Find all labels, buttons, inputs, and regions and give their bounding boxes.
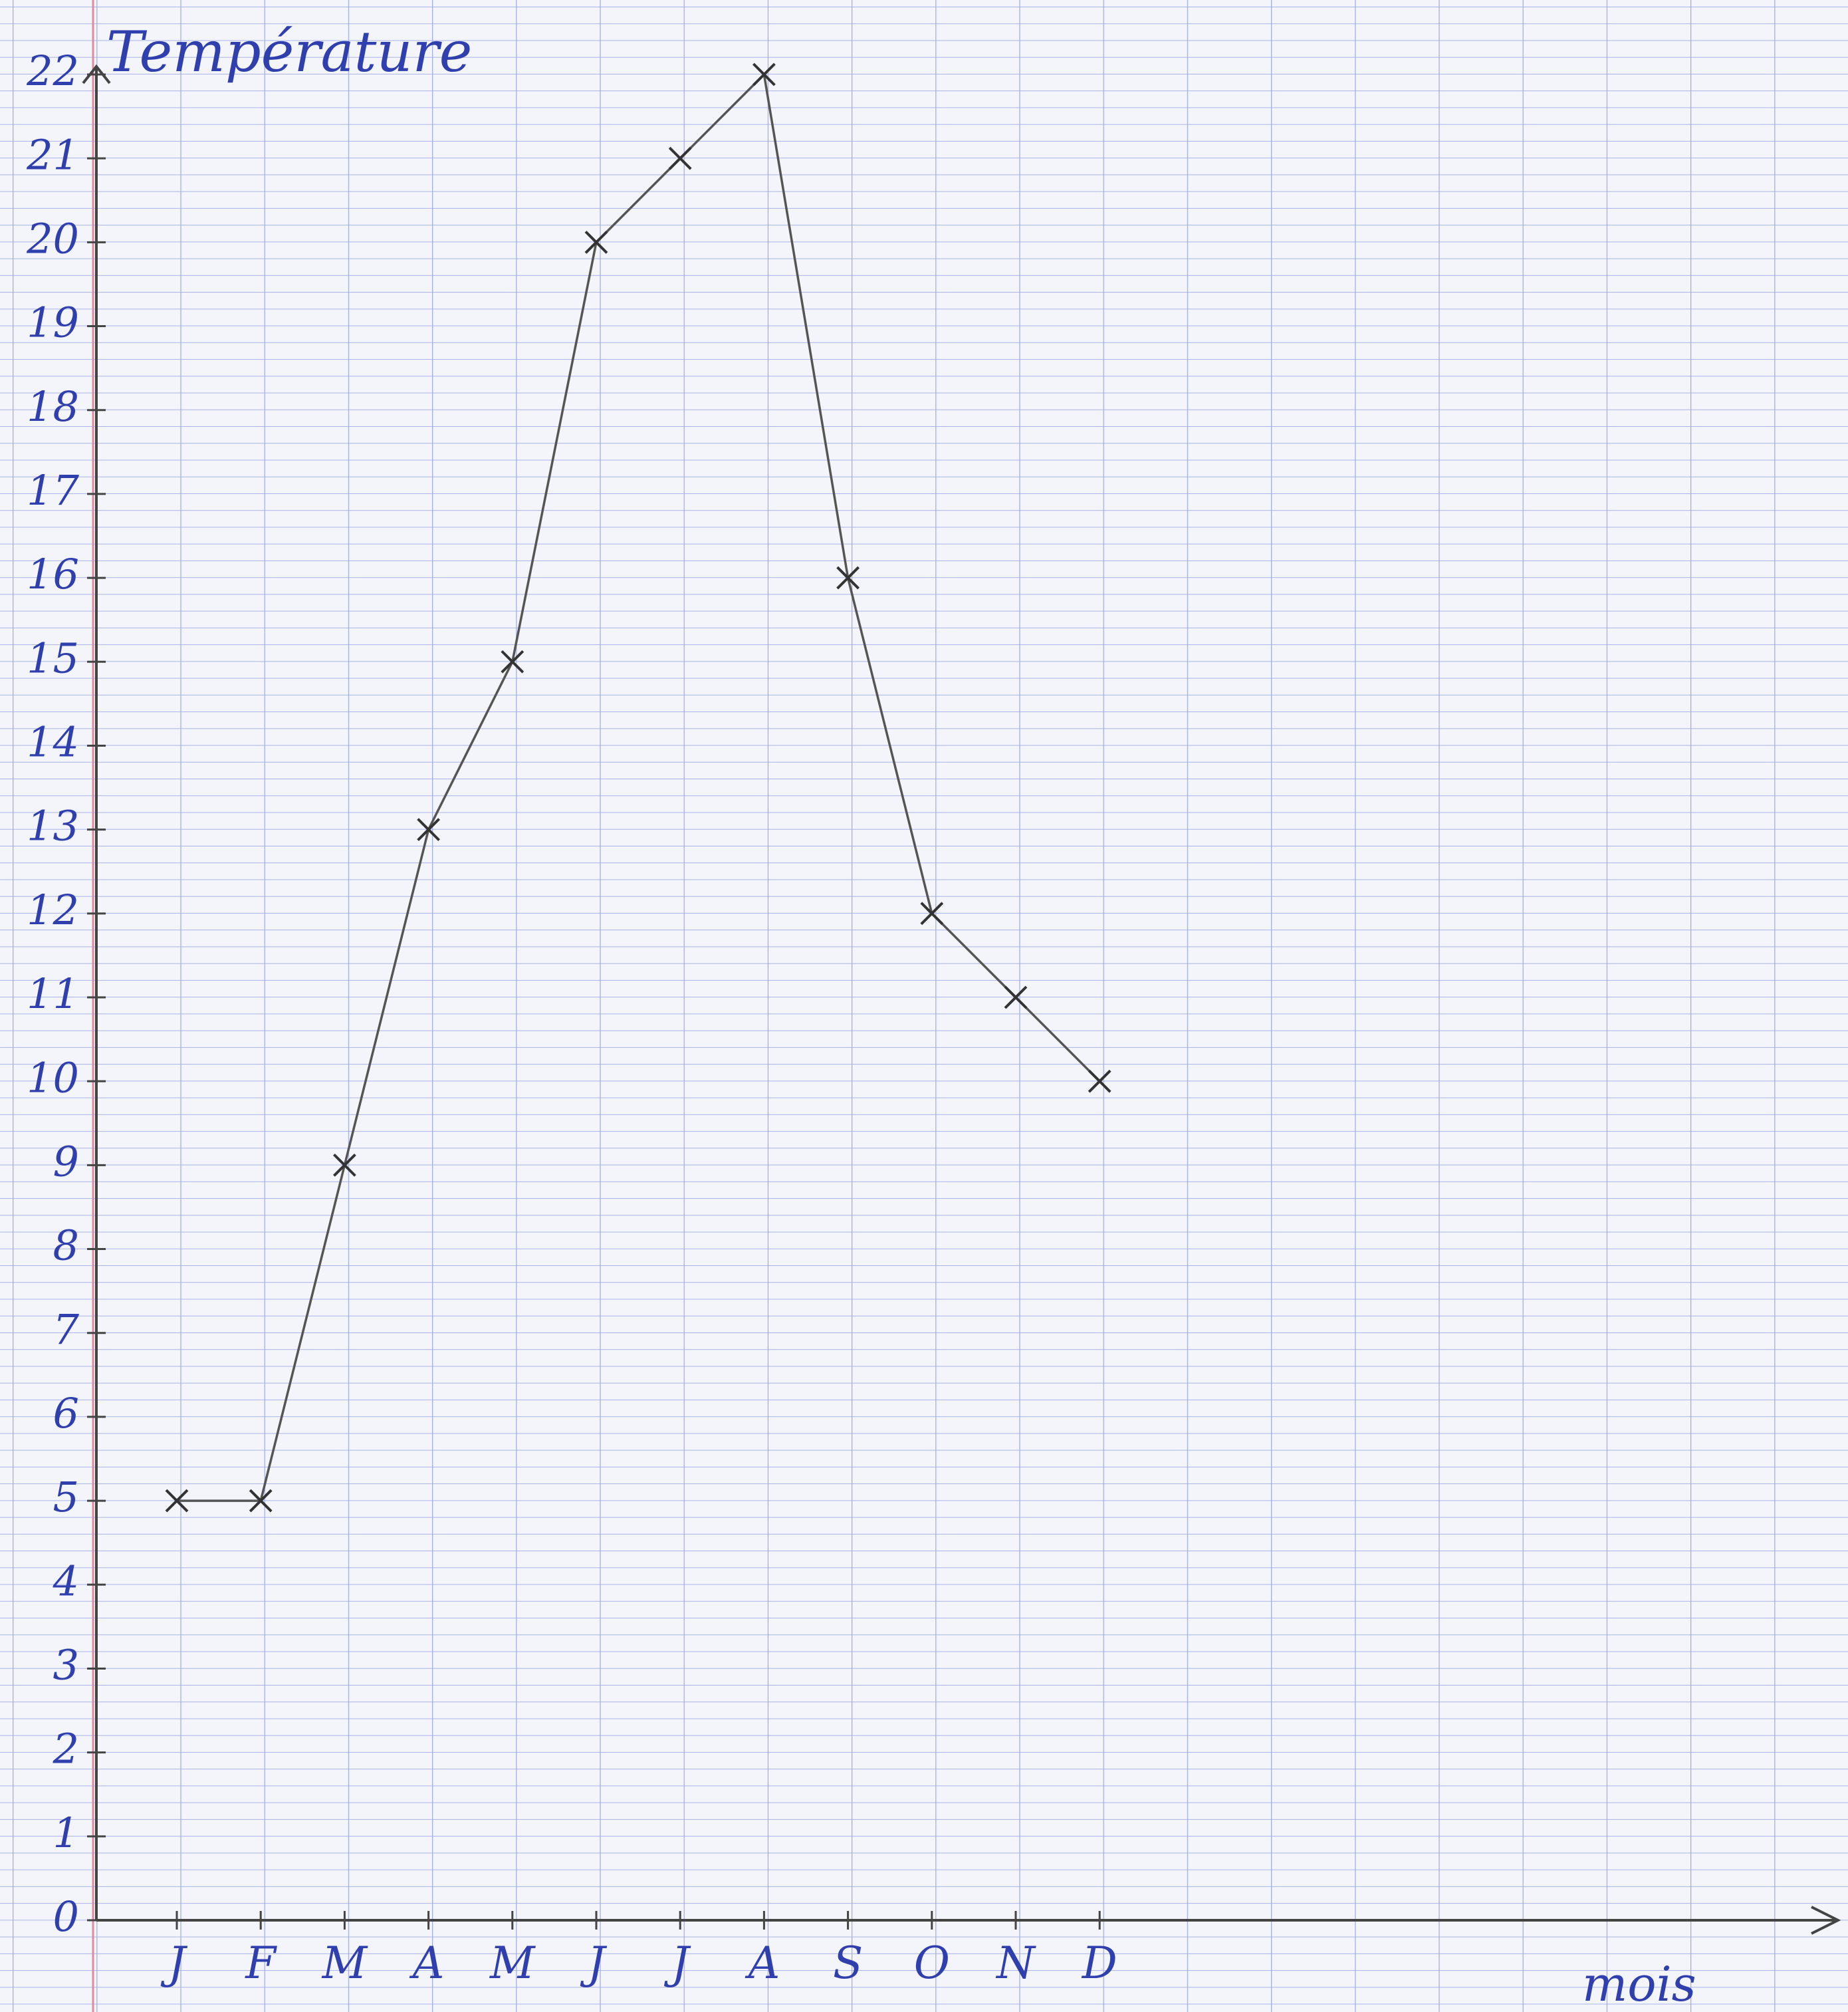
y-tick-label: 4	[53, 1557, 79, 1605]
marker	[668, 146, 692, 170]
marker	[417, 818, 441, 842]
marker	[249, 1489, 273, 1513]
y-tick-label: 8	[53, 1221, 79, 1270]
x-tick-label: M	[322, 1938, 368, 1989]
y-tick-label: 12	[27, 886, 79, 934]
y-tick-label: 3	[53, 1641, 79, 1690]
y-tick-label: 0	[53, 1892, 79, 1941]
marker	[1004, 985, 1028, 1009]
x-tick-label: S	[833, 1938, 863, 1989]
y-axis	[82, 64, 111, 1920]
x-tick-label: N	[995, 1938, 1036, 1989]
y-tick-label: 21	[26, 130, 79, 179]
marker	[920, 902, 944, 926]
x-tick-label: M	[489, 1938, 536, 1989]
marker	[165, 1489, 189, 1513]
marker	[584, 230, 608, 254]
marker	[836, 566, 860, 590]
y-tick-label: 19	[27, 299, 79, 347]
y-tick-label: 9	[53, 1137, 79, 1186]
x-tick-label: O	[914, 1938, 950, 1989]
marker	[332, 1153, 356, 1177]
marker	[752, 63, 776, 86]
y-tick-label: 22	[26, 47, 79, 95]
marker	[1088, 1069, 1111, 1093]
y-tick-label: 7	[53, 1305, 80, 1354]
y-tick-label: 13	[27, 802, 79, 850]
y-axis-title: Température	[106, 19, 472, 84]
y-tick-label: 2	[53, 1725, 79, 1773]
y-tick-label: 15	[27, 634, 79, 682]
x-tick-label: F	[245, 1938, 277, 1989]
marker	[501, 650, 524, 674]
x-tick-label: D	[1082, 1938, 1117, 1989]
y-tick-label: 6	[53, 1389, 79, 1438]
x-axis	[96, 1906, 1841, 1935]
y-tick-label: 20	[26, 214, 79, 263]
axes	[82, 64, 1841, 1935]
y-tick-label: 1	[53, 1809, 79, 1857]
y-tick-label: 16	[27, 550, 79, 598]
line	[177, 72, 1101, 1502]
y-tick-label: 18	[27, 382, 79, 431]
y-tick-label: 11	[27, 969, 79, 1018]
y-tick-label: 10	[27, 1053, 79, 1102]
x-tick-label: A	[409, 1938, 445, 1989]
y-tick-label: 14	[27, 718, 79, 767]
y-tick-label: 17	[27, 466, 79, 515]
y-tick-label: 5	[53, 1473, 79, 1521]
x-axis-title: mois	[1582, 1956, 1696, 2012]
x-tick-label: A	[745, 1938, 780, 1989]
